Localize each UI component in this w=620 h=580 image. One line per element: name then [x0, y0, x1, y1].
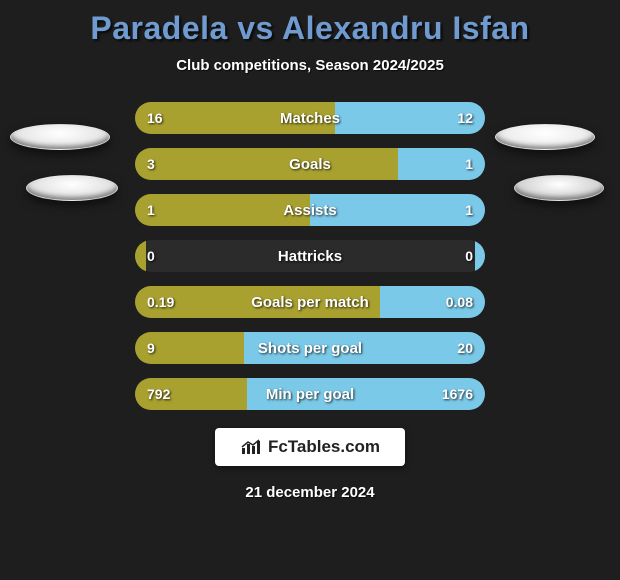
- stat-bar-right-fill: [398, 148, 486, 180]
- stat-bar-row: Matches1612: [135, 102, 485, 134]
- stat-bar-row: Min per goal7921676: [135, 378, 485, 410]
- stat-bar-row: Hattricks0 0: [135, 240, 485, 272]
- decoration-oval: [514, 175, 604, 201]
- page-title: Paradela vs Alexandru Isfan: [0, 0, 620, 47]
- stat-bar-row: Assists11: [135, 194, 485, 226]
- stat-bar-left-value: 0: [147, 240, 155, 272]
- stat-bar-left-fill: [135, 332, 244, 364]
- title-vs: vs: [237, 10, 274, 46]
- subtitle: Club competitions, Season 2024/2025: [0, 57, 620, 74]
- watermark-text: FcTables.com: [268, 437, 380, 457]
- stat-bar-right-fill: [380, 286, 485, 318]
- title-player1: Paradela: [90, 10, 227, 46]
- stat-bar-left-fill: [135, 102, 335, 134]
- footer-date: 21 december 2024: [0, 484, 620, 501]
- stat-bar-left-fill: [135, 194, 310, 226]
- stat-bar-right-fill: [310, 194, 485, 226]
- stat-bar-row: Goals31: [135, 148, 485, 180]
- stat-bar-row: Shots per goal920: [135, 332, 485, 364]
- watermark-badge: FcTables.com: [215, 428, 405, 466]
- stat-bar-left-fill: [135, 286, 380, 318]
- stat-bar-left-fill: [135, 378, 247, 410]
- decoration-oval: [495, 124, 595, 150]
- decoration-oval: [26, 175, 118, 201]
- watermark-chart-icon: [240, 438, 262, 456]
- stat-bar-row: Goals per match0.190.08: [135, 286, 485, 318]
- stat-bar-right-fill: [244, 332, 486, 364]
- title-player2: Alexandru Isfan: [282, 10, 530, 46]
- stat-bar-right-fill: [247, 378, 485, 410]
- decoration-oval: [10, 124, 110, 150]
- stat-bar-right-fill: [335, 102, 486, 134]
- stat-bar-left-fill: [135, 148, 398, 180]
- stat-bar-right-value: 0: [465, 240, 473, 272]
- stat-bar-right-fill: [475, 240, 486, 272]
- stat-bar-left-fill: [135, 240, 146, 272]
- stat-bar-label: Hattricks: [135, 240, 485, 272]
